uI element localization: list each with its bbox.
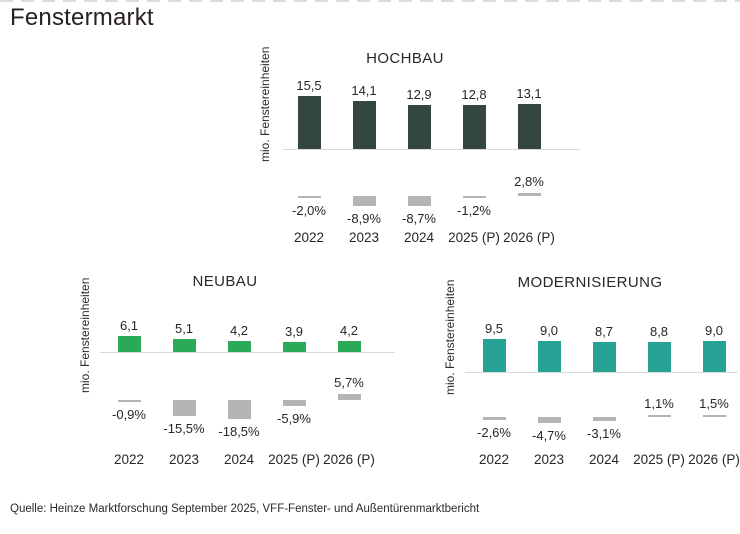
year-label: 2025 (P) (633, 452, 685, 467)
pct-change-label: -15,5% (163, 421, 205, 437)
bar-value-label: 9,0 (539, 322, 559, 338)
pct-change-label: -18,5% (218, 424, 260, 440)
bar-value-label: 9,0 (704, 322, 724, 338)
pct-change-label: 1,1% (644, 396, 674, 411)
pct-change-label: -4,7% (532, 428, 566, 444)
year-label: 2025 (P) (448, 230, 500, 245)
year-label: 2024 (403, 230, 435, 245)
pct-change-label: -8,7% (402, 211, 436, 226)
pct-change-bar (282, 400, 306, 407)
year-label: 2026 (P) (323, 452, 375, 467)
bar-value-label: 13,1 (516, 86, 542, 102)
pct-change-label: -8,9% (347, 211, 381, 227)
year-label: 2024 (588, 452, 620, 467)
pct-change-bar (537, 417, 561, 424)
bar-value-label: 8,8 (649, 323, 669, 339)
value-bar (227, 341, 251, 352)
pct-change-bar (517, 192, 541, 196)
value-bar (647, 341, 671, 372)
bar-value-label: 12,9 (406, 87, 432, 103)
pct-change-bar (117, 400, 141, 402)
pct-change-label: 2,8% (514, 173, 544, 189)
pct-change-bar (462, 196, 486, 198)
bar-value-label: 4,2 (339, 323, 359, 339)
pct-change-label: -2,6% (477, 425, 511, 441)
year-label: 2023 (533, 452, 565, 467)
x-axis-line (283, 149, 580, 150)
year-label: 2026 (P) (688, 452, 740, 467)
plot-area: 15,5 -2,0% 2022 14,1 -8,9% 2023 12,9 -8,7% 2024 1… (255, 44, 587, 256)
chart-neubau: NEUBAU mio. Fenstereinheiten 6,1 -0,9% 202… (75, 264, 407, 480)
value-bar (282, 342, 306, 352)
value-bar (297, 96, 321, 149)
bar-value-label: 14,1 (351, 83, 377, 99)
chart-hochbau: HOCHBAU mio. Fenstereinheiten 15,5 -2,0% 2… (255, 44, 587, 256)
pct-change-label: -2,0% (292, 203, 326, 219)
value-bar (517, 104, 541, 149)
window-top-edge (0, 0, 740, 2)
pct-change-label: -3,1% (587, 426, 621, 442)
bar-value-label: 4,2 (229, 323, 249, 339)
year-label: 2023 (348, 230, 380, 245)
pct-change-label: -5,9% (277, 411, 311, 427)
pct-change-label: -1,2% (457, 203, 491, 218)
year-label: 2025 (P) (268, 452, 320, 467)
bar-value-label: 5,1 (174, 320, 194, 336)
chart-title-neubau: NEUBAU (192, 273, 258, 290)
pct-change-bar (702, 415, 726, 417)
source-note: Quelle: Heinze Marktforschung September … (10, 503, 480, 515)
pct-change-bar (227, 400, 251, 420)
chart-title-modernisierung: MODERNISIERUNG (517, 274, 663, 291)
chart-modernisierung: MODERNISIERUNG mio. Fenstereinheiten 9,5… (440, 264, 740, 480)
value-bar (172, 338, 196, 352)
pct-change-bar (592, 417, 616, 422)
year-label: 2022 (113, 452, 145, 467)
bar-value-label: 15,5 (296, 78, 322, 94)
year-label: 2022 (293, 230, 325, 245)
bar-value-label: 9,5 (484, 321, 504, 337)
pct-change-bar (482, 417, 506, 421)
pct-change-bar (337, 394, 361, 400)
bar-value-label: 12,8 (461, 87, 487, 103)
value-bar (482, 339, 506, 372)
chart-title-hochbau: HOCHBAU (366, 50, 444, 67)
bar-value-label: 6,1 (119, 318, 139, 334)
bar-value-label: 3,9 (284, 324, 304, 340)
year-label: 2024 (223, 452, 255, 467)
x-axis-line (465, 372, 738, 373)
page-title: Fenstermarkt (10, 4, 154, 31)
bar-value-label: 8,7 (594, 323, 614, 339)
pct-change-bar (647, 415, 671, 417)
value-bar (117, 336, 141, 352)
pct-change-label: 5,7% (334, 375, 364, 390)
value-bar (592, 341, 616, 372)
value-bar (462, 105, 486, 149)
value-bar (352, 101, 376, 149)
value-bar (702, 340, 726, 372)
plot-area: 9,5 -2,6% 2022 9,0 -4,7% 2023 8,7 -3,1% 2024 8,8 1… (440, 264, 740, 480)
year-label: 2026 (P) (503, 230, 555, 245)
pct-change-bar (172, 400, 196, 417)
year-label: 2023 (168, 452, 200, 467)
value-bar (337, 341, 361, 352)
pct-change-label: 1,5% (699, 396, 729, 411)
pct-change-bar (297, 196, 321, 199)
value-bar (537, 340, 561, 372)
pct-change-bar (352, 196, 376, 207)
x-axis-line (100, 352, 395, 353)
pct-change-label: -0,9% (112, 407, 146, 422)
plot-area: 6,1 -0,9% 2022 5,1 -15,5% 2023 4,2 -18,5% 2024 3,… (75, 264, 407, 480)
pct-change-bar (407, 196, 431, 206)
year-label: 2022 (478, 452, 510, 467)
value-bar (407, 105, 431, 149)
